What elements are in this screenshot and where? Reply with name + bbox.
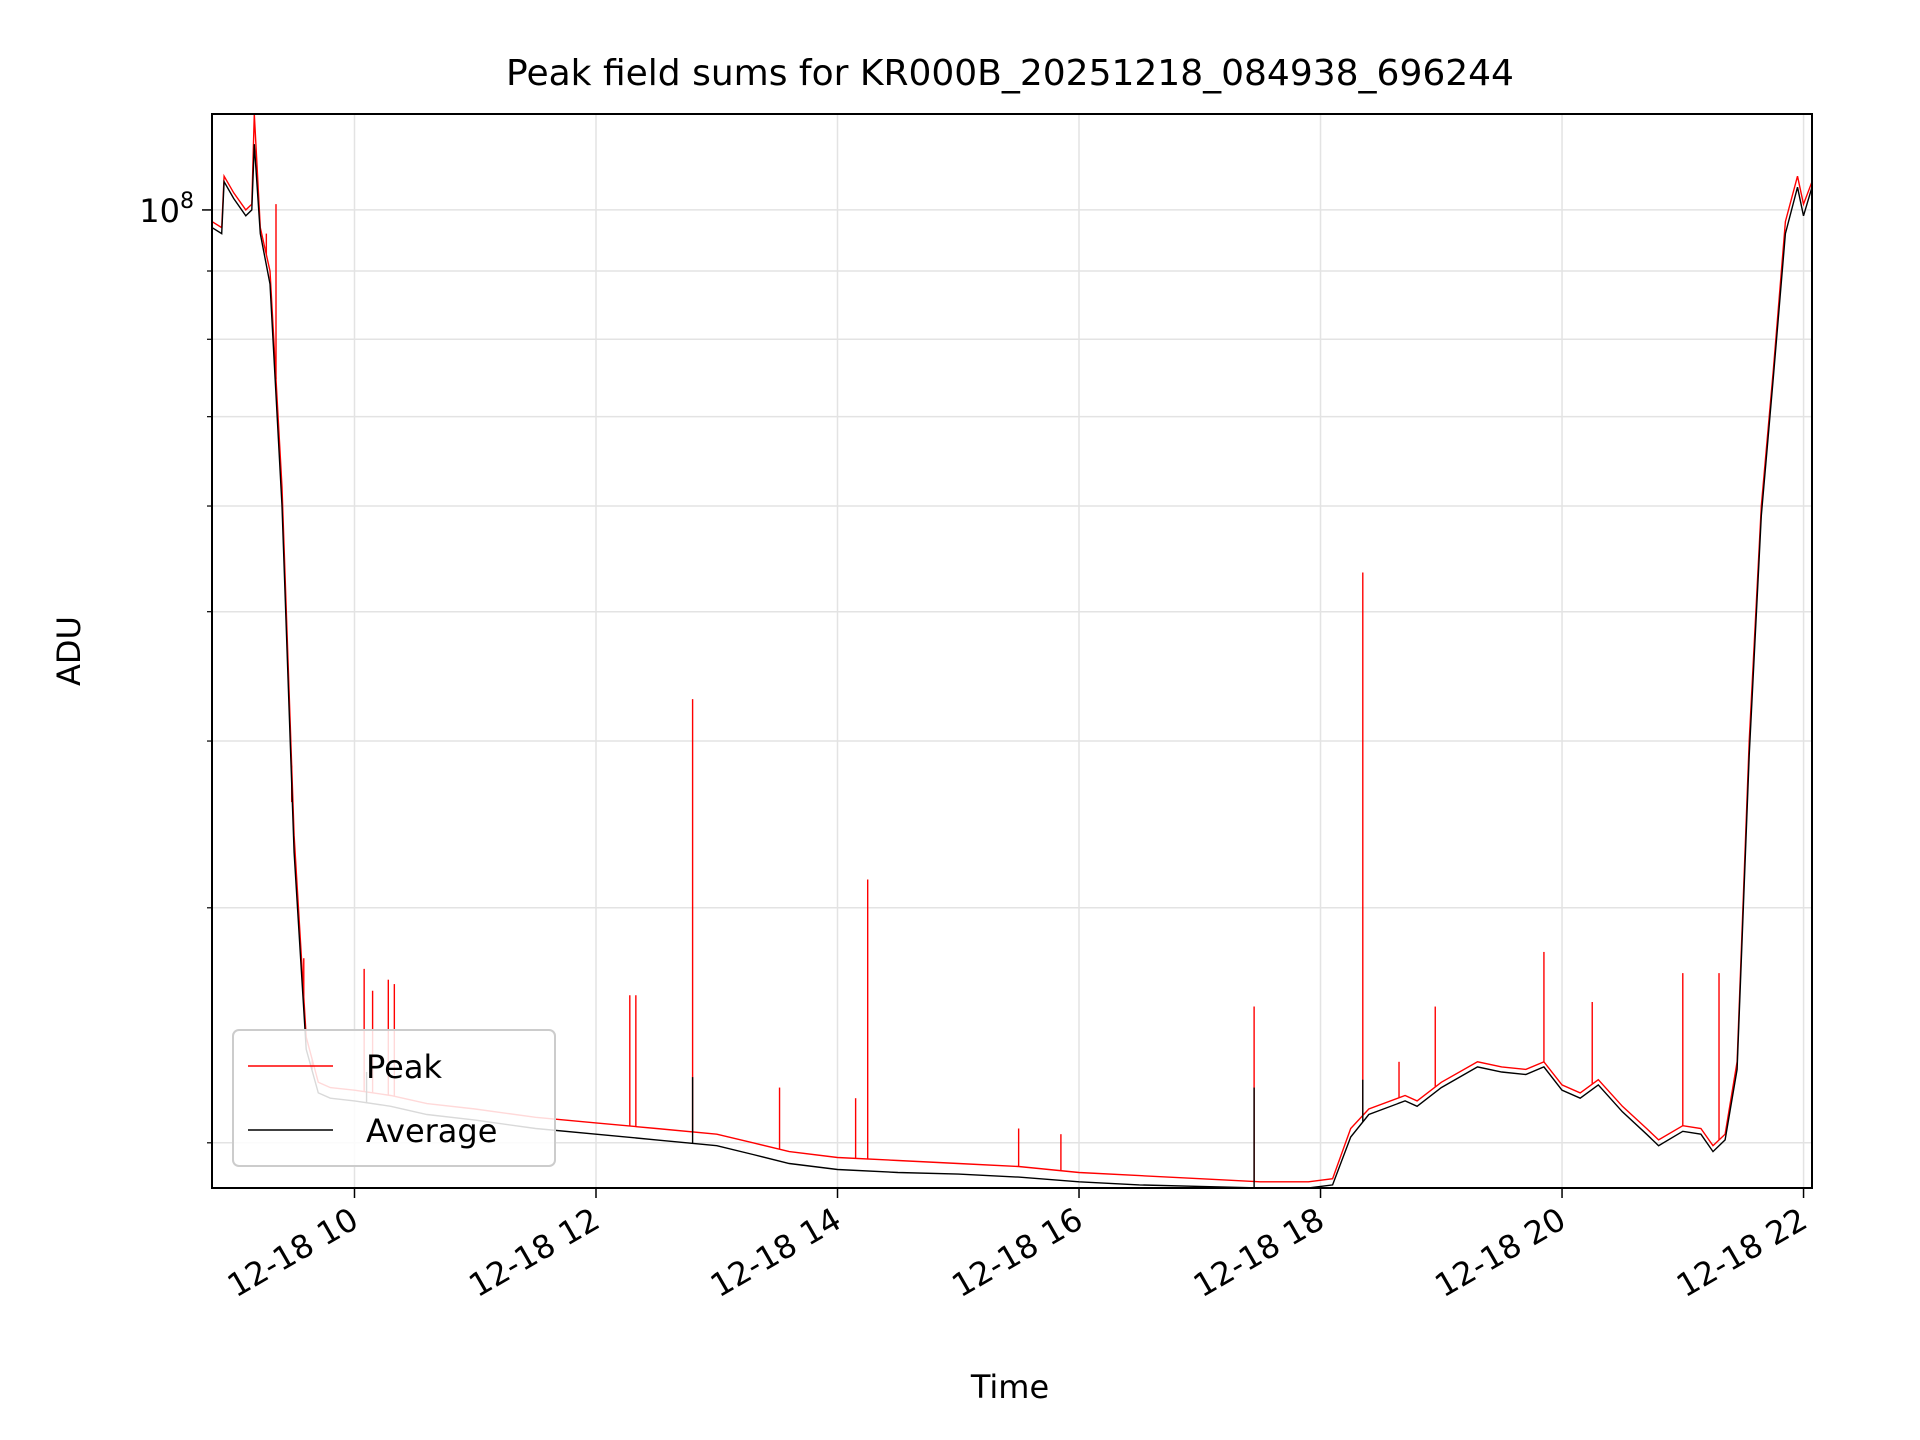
grid	[212, 114, 1812, 1188]
plot-frame	[211, 113, 1813, 1189]
average-series-line	[212, 144, 1812, 1188]
y-axis-label: ADU	[50, 616, 88, 686]
x-axis-label: Time	[970, 1368, 1049, 1406]
legend-average-label: Average	[366, 1112, 497, 1150]
chart-title: Peak field sums for KR000B_20251218_0849…	[506, 53, 1514, 94]
legend: Peak Average	[232, 1029, 556, 1167]
legend-box	[232, 1029, 556, 1167]
legend-peak-label: Peak	[366, 1048, 442, 1086]
